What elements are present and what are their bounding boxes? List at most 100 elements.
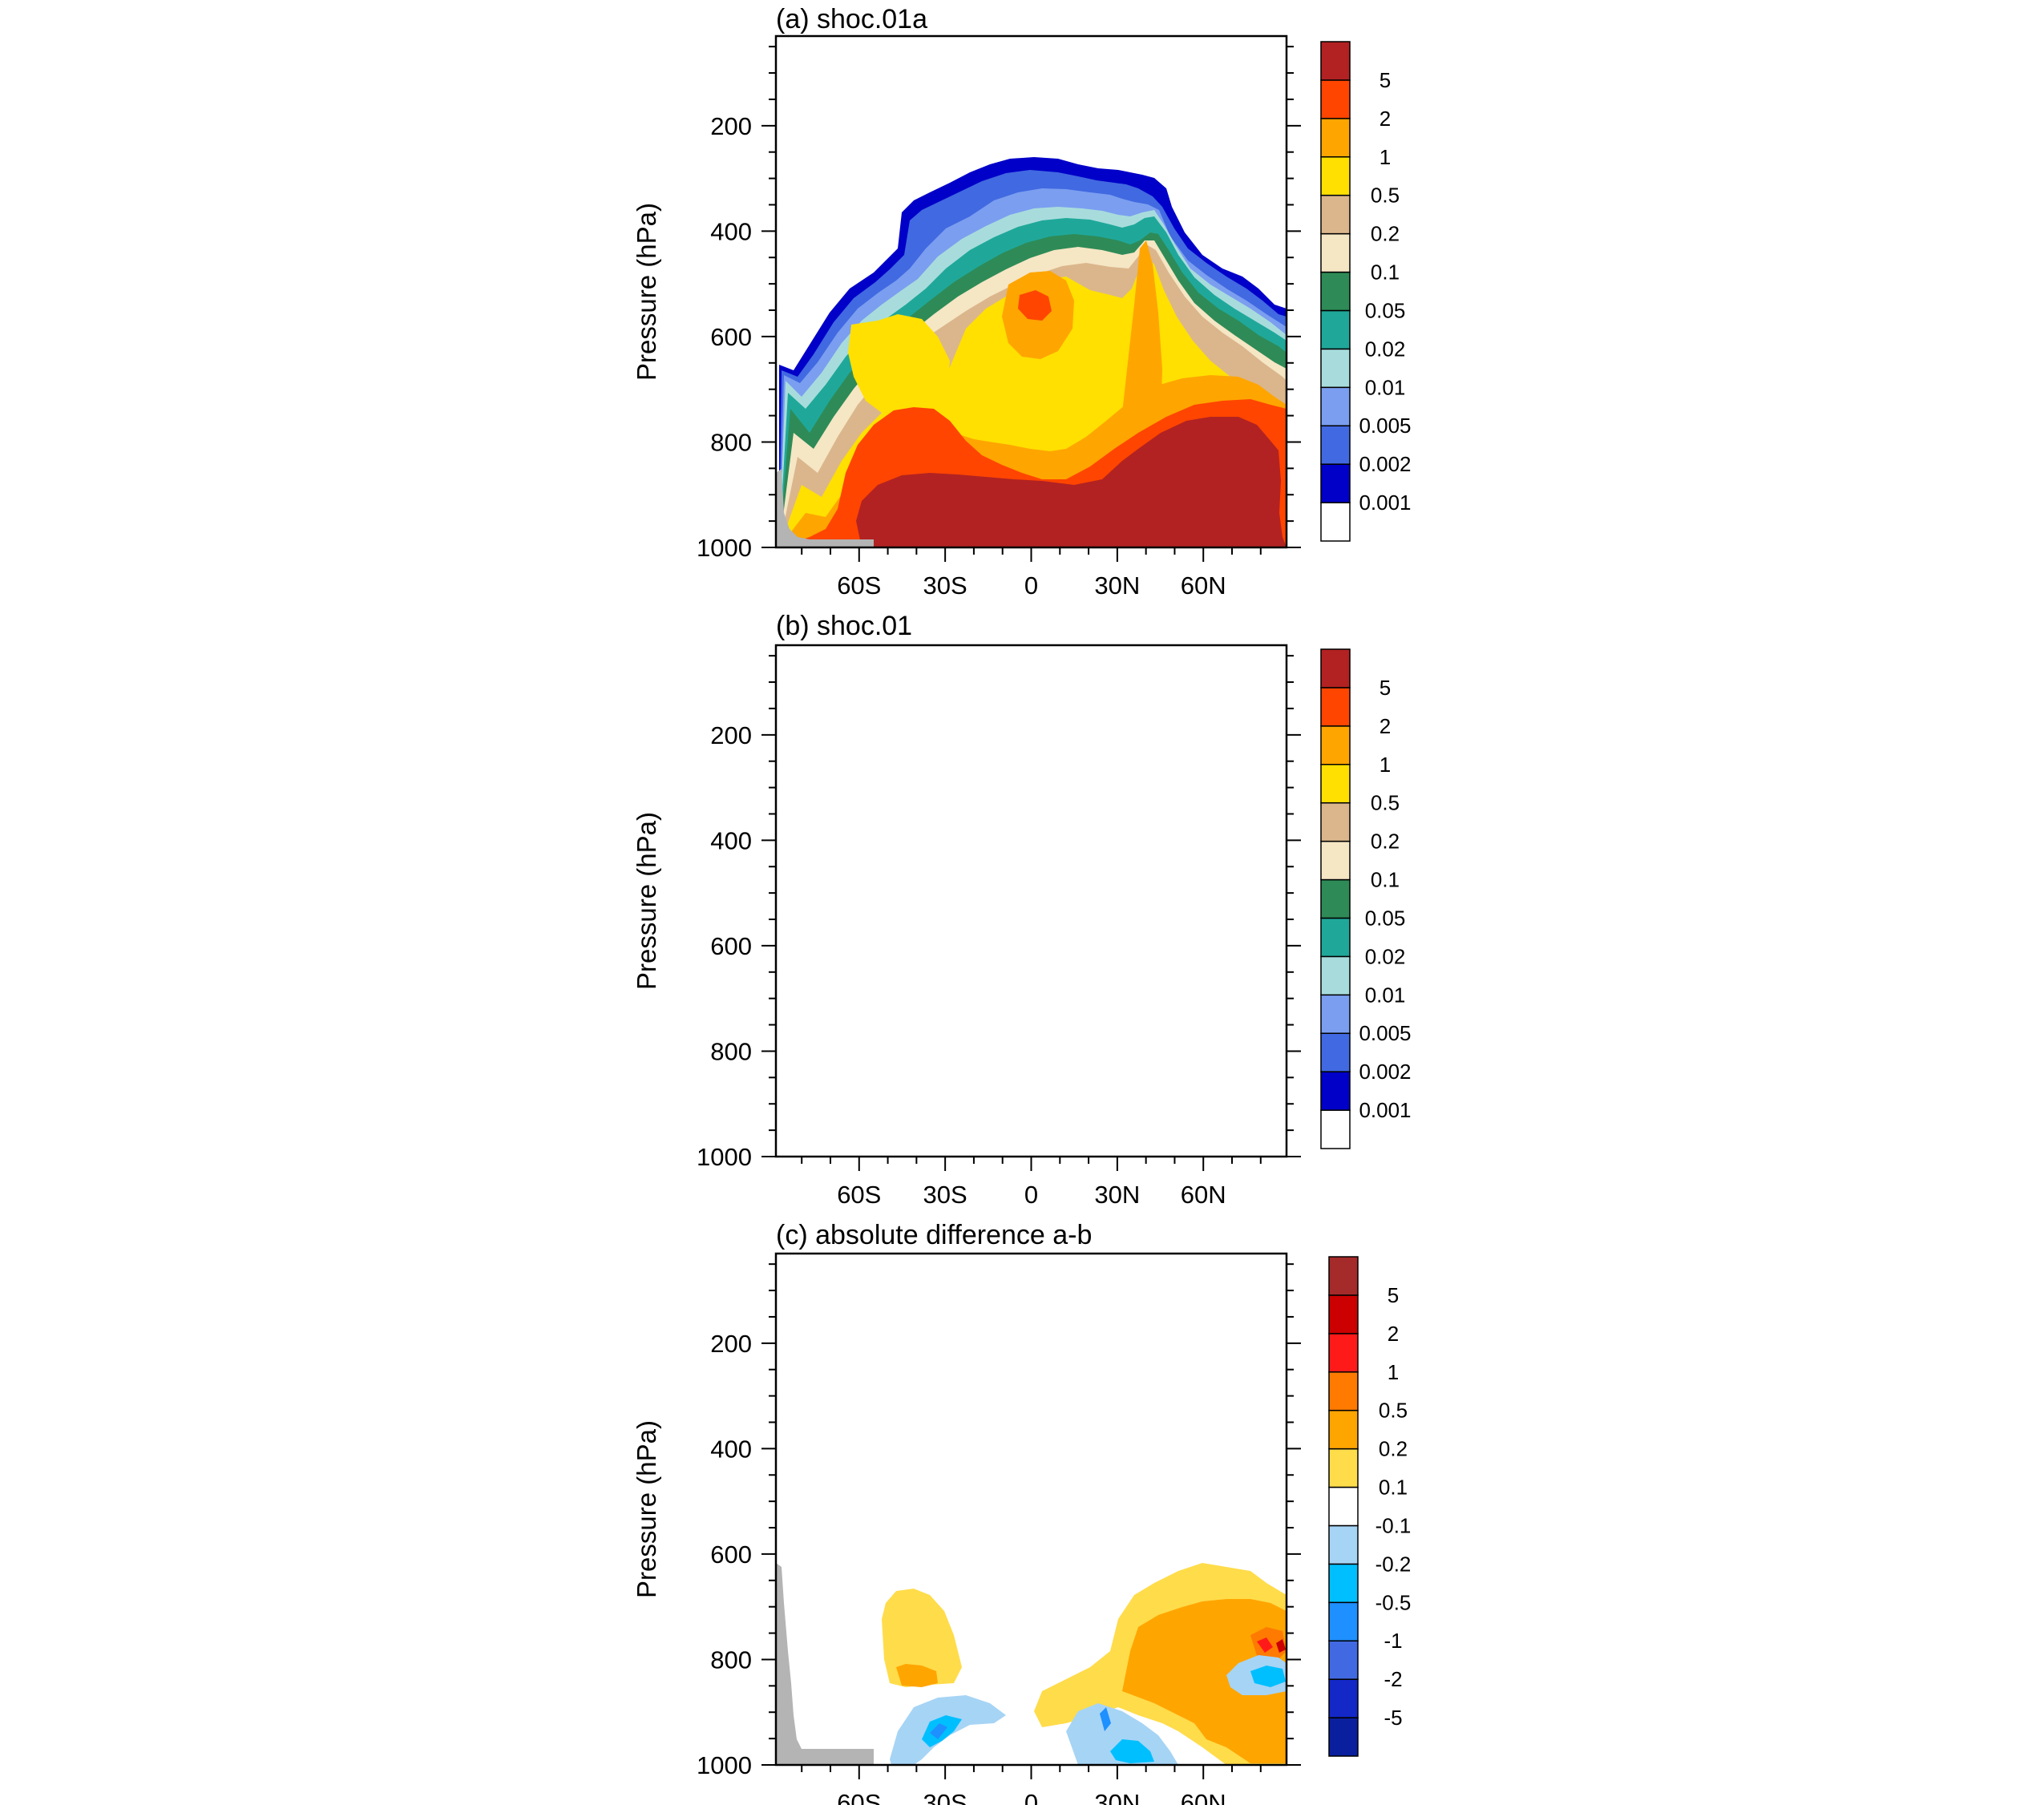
colorbar-label: -0.1 (1375, 1513, 1412, 1537)
y-tick-label: 200 (710, 1330, 752, 1358)
colorbar-swatch (1320, 232, 1351, 273)
x-tick-label: 60N (1181, 1789, 1226, 1805)
colorbar-swatch (1320, 917, 1351, 958)
x-tick-label: 30N (1094, 571, 1140, 600)
contour-1 (779, 850, 1287, 1157)
contour-0.002 (779, 779, 1287, 1157)
colorbar-swatch (1328, 1486, 1359, 1527)
colorbar-label: 0.5 (1379, 1399, 1408, 1423)
contour-0.5 (779, 866, 1287, 1157)
colorbar-label: 0.05 (1365, 906, 1406, 930)
y-tick-label: 800 (710, 1645, 752, 1674)
colorbar-label: 0.02 (1365, 337, 1406, 361)
colorbar-swatch (1320, 648, 1351, 688)
colorbar-swatch (1320, 725, 1351, 765)
x-tick-label: 60N (1181, 571, 1226, 600)
colorbar-swatch (1320, 840, 1351, 881)
colorbar-label: 0.01 (1365, 375, 1406, 399)
y-tick-label: 400 (710, 826, 752, 854)
colorbar-label: 0.2 (1379, 1437, 1408, 1461)
colorbar-label: 2 (1379, 714, 1391, 738)
contour-0.05 (779, 842, 1287, 1157)
colorbar-swatch (1328, 1448, 1359, 1488)
colorbar-swatch (1320, 309, 1351, 350)
x-tick-label: 0 (1024, 1789, 1038, 1805)
colorbar-label: 0.001 (1359, 491, 1411, 515)
colorbar-label: 0.005 (1359, 1021, 1411, 1045)
panel-b-topography (776, 1078, 874, 1157)
panel-a-topography (776, 469, 874, 547)
panel-c-topography (776, 1563, 874, 1765)
colorbar-label: -0.5 (1375, 1590, 1412, 1614)
colorbar-label: 0.002 (1359, 452, 1411, 476)
colorbar-label: 0.002 (1359, 1060, 1411, 1084)
colorbar-label: -1 (1384, 1629, 1402, 1653)
colorbar-swatch (1320, 955, 1351, 996)
y-tick-label: 200 (710, 721, 752, 749)
colorbar-swatch (1320, 1109, 1351, 1149)
colorbar-label: 0.2 (1371, 222, 1400, 246)
colorbar-label: 1 (1379, 753, 1391, 777)
colorbar-label: 5 (1379, 68, 1391, 92)
contour-2 (779, 899, 1287, 1157)
panel-c-x-ticks: 60S 30S 0 30N 60N (801, 1765, 1262, 1805)
colorbar-label: 0.5 (1371, 791, 1400, 815)
colorbar-label: 0.1 (1379, 1476, 1408, 1500)
panel-a: (a) shoc.01a Pressure (hPa) 200 400 600 800… (632, 4, 1412, 600)
colorbar-swatch (1320, 348, 1351, 389)
colorbar-swatch (1320, 386, 1351, 426)
y-tick-label: 400 (710, 217, 752, 245)
colorbar-swatch (1320, 1032, 1351, 1072)
panel-a-y-ticks: 200 400 600 800 1000 (697, 46, 1301, 562)
colorbar-label: 0.02 (1365, 944, 1406, 968)
colorbar-swatch (1320, 425, 1351, 465)
colorbar-label: 0.2 (1371, 830, 1400, 854)
x-tick-label: 30S (923, 571, 967, 600)
panel-c-ylabel: Pressure (hPa) (632, 1420, 661, 1598)
colorbar-swatch (1328, 1717, 1359, 1757)
colorbar-swatch (1328, 1294, 1359, 1335)
colorbar-swatch (1328, 1409, 1359, 1450)
colorbar-swatch (1320, 194, 1351, 235)
panel-b-contours (776, 766, 1287, 1157)
colorbar-swatch (1320, 118, 1351, 158)
colorbar-label: -5 (1384, 1706, 1402, 1730)
colorbar-swatch (1320, 156, 1351, 196)
panel-b-ylabel: Pressure (hPa) (632, 812, 661, 990)
diff-neg-0.2 (1250, 1666, 1286, 1687)
colorbar-label: 5 (1388, 1283, 1399, 1307)
colorbar-swatch (1320, 502, 1351, 542)
panel-a-x-ticks: 60S 30S 0 30N 60N (801, 547, 1262, 600)
colorbar-swatch (1320, 802, 1351, 842)
colorbar-swatch (1320, 41, 1351, 81)
colorbar-label: 0.001 (1359, 1098, 1411, 1122)
diff-0.2 (896, 1664, 938, 1687)
colorbar-swatch (1328, 1333, 1359, 1373)
diff-0.2 (1122, 1599, 1287, 1763)
panel-c: (c) absolute difference a-b Pressure (hP… (632, 1220, 1411, 1805)
colorbar-swatch (1328, 1601, 1359, 1641)
colorbar-swatch (1328, 1371, 1359, 1411)
colorbar-label: 1 (1388, 1360, 1399, 1384)
colorbar-swatch (1320, 878, 1351, 919)
panel-b-y-ticks: 200 400 600 800 1000 (697, 655, 1301, 1171)
y-tick-label: 1000 (697, 1143, 752, 1171)
colorbar-label: 2 (1379, 107, 1391, 131)
panel-b-frame (774, 644, 1288, 1158)
x-tick-label: 60S (837, 571, 881, 600)
panel-c-y-ticks: 200 400 600 800 1000 (697, 1263, 1301, 1779)
panel-b-colorbar: 0.001 0.002 0.005 0.01 0.02 0.05 0.1 0.2 0.5 1 2 5 (1320, 648, 1412, 1149)
colorbar-label: 0.05 (1365, 298, 1406, 322)
panel-a-colorbar: 0.001 0.002 0.005 0.01 0.02 0.05 0.1 0.2 0.5 1 2 5 (1320, 41, 1412, 542)
colorbar-label: 0.1 (1371, 260, 1400, 285)
colorbar-swatch (1328, 1640, 1359, 1680)
colorbar-label: -0.2 (1375, 1552, 1412, 1576)
y-tick-label: 800 (710, 1037, 752, 1065)
x-tick-label: 30S (923, 1181, 967, 1209)
colorbar-label: 0.01 (1365, 983, 1406, 1007)
diff-neg-0.5 (1100, 1707, 1111, 1731)
colorbar-label: -2 (1384, 1667, 1402, 1691)
panel-b: (b) shoc.01 Pressure (hPa) 200 400 600 800 1… (632, 611, 1412, 1209)
colorbar-swatch (1320, 79, 1351, 119)
panel-c-title: (c) absolute difference a-b (776, 1220, 1092, 1250)
